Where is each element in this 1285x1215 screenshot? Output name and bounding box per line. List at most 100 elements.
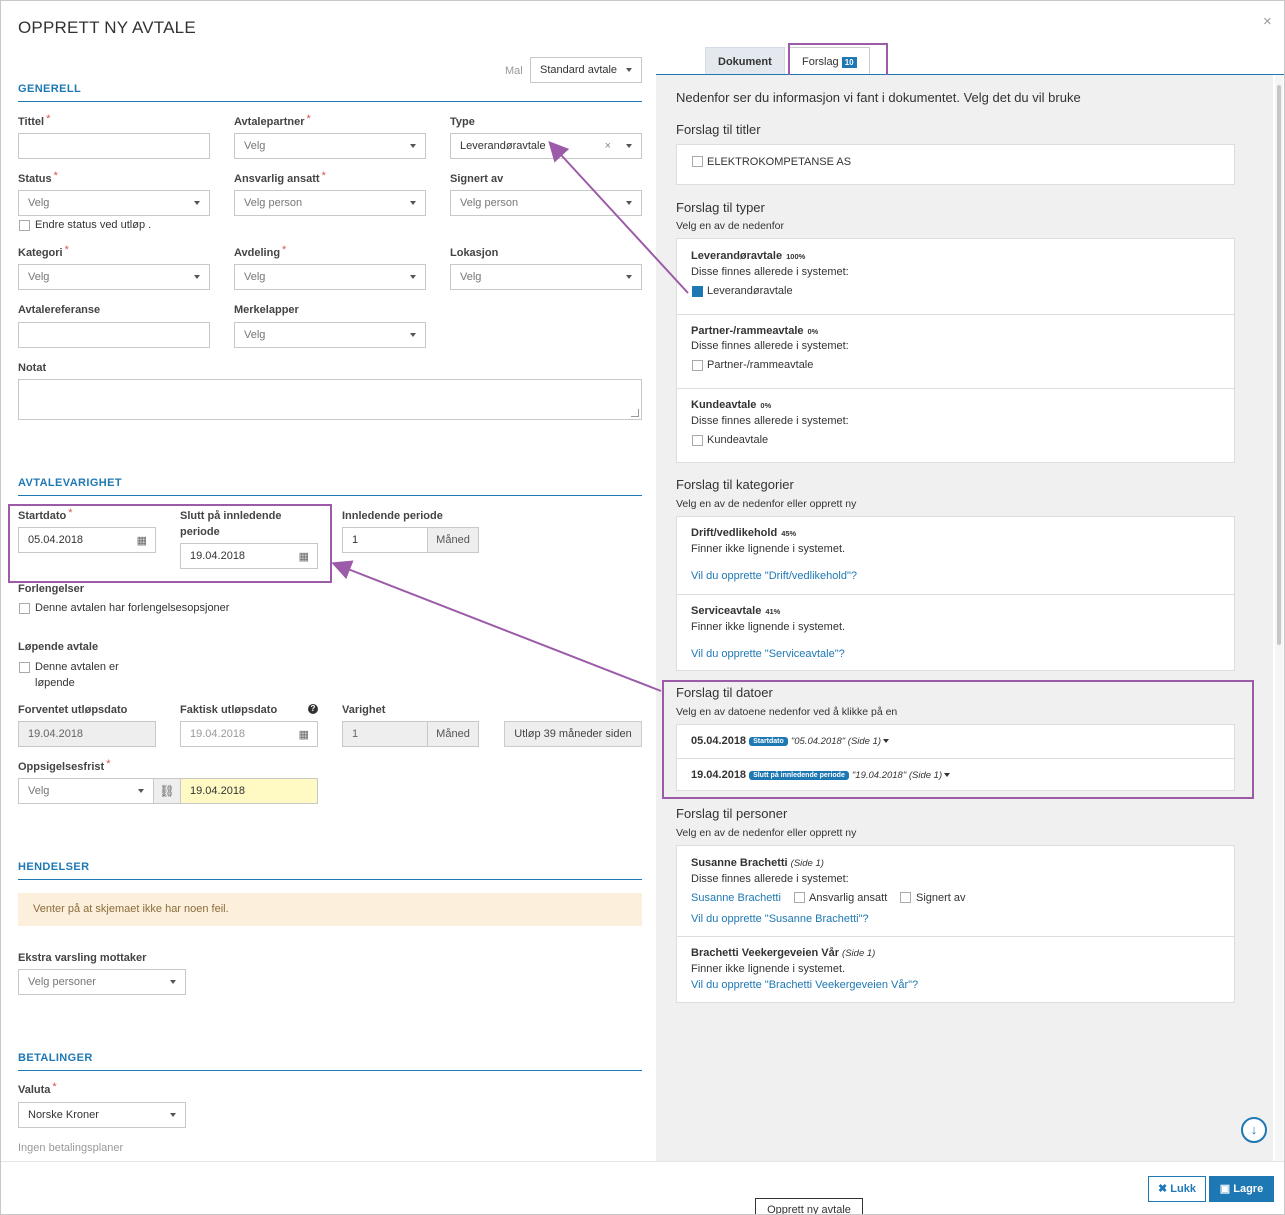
type-option: Kundeavtale <box>707 434 769 446</box>
clear-icon[interactable]: × <box>604 140 611 152</box>
title-checkbox[interactable] <box>692 156 703 167</box>
section-hendelser: HENDELSER <box>18 861 90 873</box>
innledende-unit[interactable]: Måned <box>427 527 479 553</box>
ansvarlig-label: Ansvarlig ansatt * <box>234 170 326 185</box>
suggestions-intro: Nedenfor ser du informasjon vi fant i do… <box>676 90 1081 105</box>
type-select[interactable]: Leverandøravtale × <box>450 133 642 159</box>
status-label: Status * <box>18 170 58 185</box>
category-create-link[interactable]: Vil du opprette "Drift/vedlikehold"? <box>691 570 857 582</box>
persons-sub: Velg en av de nedenfor eller opprett ny <box>676 827 857 839</box>
ansvarlig-select[interactable]: Velg person <box>234 190 426 216</box>
ekstra-select[interactable]: Velg personer <box>18 969 186 995</box>
avdeling-select[interactable]: Velg <box>234 264 426 290</box>
chevron-down-icon <box>626 144 632 148</box>
type-checkbox[interactable] <box>692 286 703 297</box>
arrow-down-icon[interactable]: ↓ <box>1241 1117 1267 1143</box>
person-link[interactable]: Susanne Brachetti <box>691 892 781 904</box>
categories-card: Drift/vedlikehold 45% Finner ikke lignend… <box>676 516 1235 671</box>
dates-heading: Forslag til datoer <box>676 685 773 700</box>
date-tag: Slutt på innledende periode <box>749 770 849 780</box>
oppsigelse-date-input[interactable]: 19.04.2018 <box>180 778 318 804</box>
type-name: Partner-/rammeavtale 0% <box>691 325 819 337</box>
slutt-input[interactable]: 19.04.2018 ▦ <box>180 543 318 569</box>
info-icon[interactable]: ? <box>308 704 318 714</box>
tittel-input[interactable] <box>18 133 210 159</box>
date-suggestion[interactable]: 19.04.2018 Slutt på innledende periode "1… <box>691 769 951 781</box>
tab-forslag[interactable]: Forslag 10 <box>789 47 870 76</box>
merkelapper-select[interactable]: Velg <box>234 322 426 348</box>
calendar-icon[interactable]: ▦ <box>298 729 309 741</box>
forlengelser-checkbox-label: Denne avtalen har forlengelsesopsjoner <box>35 602 230 614</box>
status-select[interactable]: Velg <box>18 190 210 216</box>
person-create-link[interactable]: Vil du opprette "Susanne Brachetti"? <box>691 913 869 925</box>
date-suggestion[interactable]: 05.04.2018 Startdato "05.04.2018" (Side 1… <box>691 735 890 747</box>
section-avtalevarighet: AVTALEVARIGHET <box>18 477 122 489</box>
template-select[interactable]: Standard avtale <box>530 57 642 83</box>
forslag-count-badge: 10 <box>841 56 857 68</box>
kategori-select[interactable]: Velg <box>18 264 210 290</box>
notat-label: Notat <box>18 362 47 374</box>
innledende-label: Innledende periode <box>342 510 443 522</box>
chevron-down-icon <box>410 201 416 205</box>
utlop-button[interactable]: Utløp 39 måneder siden <box>504 721 642 747</box>
list-item: Serviceavtale 41% Finner ikke lignende i … <box>677 594 1234 671</box>
save-button[interactable]: ▣ Lagre <box>1209 1176 1274 1202</box>
slutt-label-2: periode <box>180 526 220 538</box>
oppsigelse-select[interactable]: Velg <box>18 778 154 804</box>
caret-down-icon <box>883 739 890 744</box>
resize-handle-icon[interactable] <box>631 409 639 417</box>
faktisk-input[interactable]: 19.04.2018 ▦ <box>180 721 318 747</box>
close-button[interactable]: ✖ Lukk <box>1148 1176 1206 1202</box>
signert-option: Signert av <box>916 892 966 904</box>
innledende-input[interactable]: 1 <box>342 527 428 553</box>
scrollbar-thumb[interactable] <box>1277 85 1281 645</box>
person-create-link[interactable]: Vil du opprette "Brachetti Veekergeveien… <box>691 979 919 991</box>
chevron-down-icon <box>410 144 416 148</box>
suggestion-scroll-area[interactable]: Nedenfor ser du informasjon vi fant i do… <box>656 75 1273 1161</box>
faktisk-label: Faktisk utløpsdato <box>180 704 278 716</box>
ansvarlig-option: Ansvarlig ansatt <box>809 892 888 904</box>
type-checkbox[interactable] <box>692 360 703 371</box>
tittel-label: Tittel * <box>18 113 51 128</box>
type-checkbox[interactable] <box>692 435 703 446</box>
date-tag: Startdato <box>749 736 788 746</box>
lopende-checkbox-label-2: løpende <box>35 677 75 689</box>
type-label: Type <box>450 116 475 128</box>
close-icon[interactable]: × <box>1263 13 1272 30</box>
category-name: Drift/vedlikehold 45% <box>691 527 797 539</box>
chevron-down-icon <box>194 275 200 279</box>
varighet-unit: Måned <box>427 721 479 747</box>
chevron-down-icon <box>170 980 176 984</box>
ingen-betalingsplaner: Ingen betalingsplaner <box>18 1142 124 1154</box>
merkelapper-label: Merkelapper <box>234 304 299 316</box>
tab-dokument[interactable]: Dokument <box>705 47 785 76</box>
list-item: Kundeavtale 0% Disse finnes allerede i sy… <box>677 388 1234 463</box>
suggestion-panel: Dokument Forslag 10 Nedenfor ser du infor… <box>656 43 1284 1165</box>
category-missing-text: Finner ikke lignende i systemet. <box>691 621 846 633</box>
signert-checkbox[interactable] <box>900 892 911 903</box>
notat-textarea[interactable] <box>18 379 642 420</box>
startdato-input[interactable]: 05.04.2018 ▦ <box>18 527 156 553</box>
highlight-box-tab <box>788 43 888 77</box>
chevron-down-icon <box>170 1113 176 1117</box>
calendar-icon[interactable]: ▦ <box>298 551 309 563</box>
category-create-link[interactable]: Vil du opprette "Serviceavtale"? <box>691 648 845 660</box>
valuta-select[interactable]: Norske Kroner <box>18 1102 186 1128</box>
ansvarlig-checkbox[interactable] <box>794 892 805 903</box>
forlengelser-label: Forlengelser <box>18 583 85 595</box>
avtalepartner-select[interactable]: Velg <box>234 133 426 159</box>
titles-heading: Forslag til titler <box>676 122 761 137</box>
avtalereferanse-input[interactable] <box>18 322 210 348</box>
endre-status-checkbox[interactable] <box>19 220 30 231</box>
lokasjon-select[interactable]: Velg <box>450 264 642 290</box>
person-name: Susanne Brachetti (Side 1) <box>691 857 824 869</box>
lopende-checkbox[interactable] <box>19 662 30 673</box>
forventet-input: 19.04.2018 <box>18 721 156 747</box>
link-icon[interactable]: ⛓ <box>153 778 181 804</box>
chevron-down-icon <box>626 275 632 279</box>
signert-select[interactable]: Velg person <box>450 190 642 216</box>
types-sub: Velg en av de nedenfor <box>676 220 785 232</box>
forlengelser-checkbox[interactable] <box>19 603 30 614</box>
calendar-icon[interactable]: ▦ <box>136 535 147 547</box>
form-panel: Mal Standard avtale GENERELL Tittel * Avt… <box>1 1 656 1161</box>
